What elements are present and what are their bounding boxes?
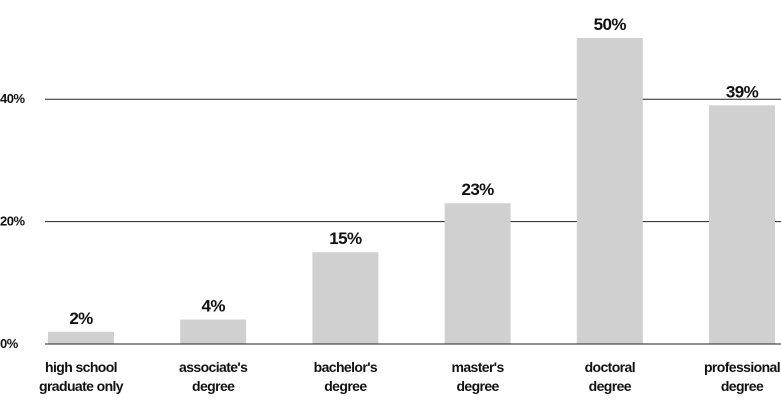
gridlines [45, 98, 781, 345]
category-label-1: associate's degree [179, 359, 248, 394]
y-tick-label-20: 20% [0, 214, 25, 229]
category-label-line: degree [721, 378, 764, 394]
y-tick-label-0: 0% [0, 336, 19, 351]
category-label-line: degree [192, 378, 235, 394]
y-tick-label-40: 40% [0, 91, 25, 106]
value-label-4: 50% [594, 15, 627, 34]
bar-1 [180, 319, 247, 344]
value-label-1: 4% [202, 297, 226, 316]
category-label-line: graduate only [39, 378, 124, 394]
bar-5 [709, 105, 775, 344]
value-label-5: 39% [726, 82, 759, 101]
bar-0 [48, 331, 114, 344]
category-label-line: degree [456, 378, 499, 394]
category-label-5: professional degree [704, 359, 780, 394]
value-label-2: 15% [329, 229, 362, 248]
category-label-line: bachelor's [314, 359, 378, 375]
category-label-2: bachelor's degree [314, 359, 378, 394]
category-label-line: high school [45, 359, 117, 375]
category-label-line: doctoral [585, 359, 635, 375]
category-label-4: doctoral degree [585, 359, 635, 394]
bars [48, 38, 775, 344]
bar-3 [444, 203, 511, 344]
category-label-0: high school graduate only [39, 359, 124, 394]
category-label-line: professional [704, 359, 780, 375]
value-label-3: 23% [461, 180, 494, 199]
value-label-0: 2% [69, 309, 93, 328]
category-label-line: degree [324, 378, 367, 394]
category-label-line: degree [589, 378, 632, 394]
category-label-line: master's [451, 359, 504, 375]
bar-2 [312, 252, 379, 344]
category-label-line: associate's [179, 359, 248, 375]
bar-4 [576, 38, 643, 344]
labels: 0% 20% 40% 2% high school graduate only 4% asso… [0, 15, 781, 394]
category-label-3: master's degree [451, 359, 504, 394]
